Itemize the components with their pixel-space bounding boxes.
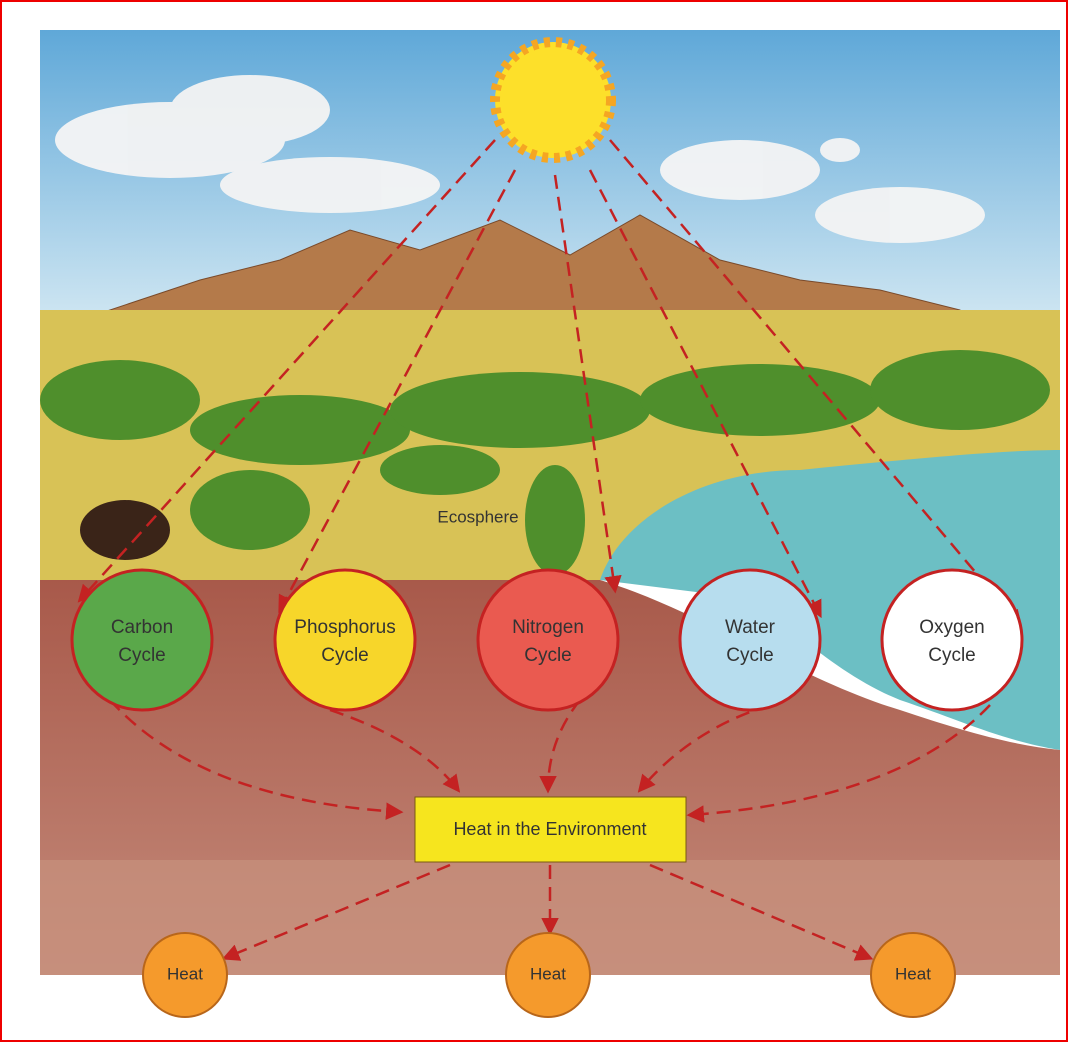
cycle-node: [72, 570, 212, 710]
ecosphere-diagram: Ecosphere Heat in the Environment Carbon…: [0, 0, 1070, 1044]
cycle-node: [478, 570, 618, 710]
cycle-label: Phosphorus: [294, 617, 395, 638]
cycle-label: Cycle: [118, 645, 166, 666]
heat-box-label: Heat in the Environment: [453, 819, 646, 839]
heat-label: Heat: [167, 964, 203, 983]
cycle-node: [882, 570, 1022, 710]
heat-label: Heat: [895, 964, 931, 983]
cycle-label: Oxygen: [919, 617, 984, 638]
ecosphere-label: Ecosphere: [437, 507, 518, 526]
cycle-node: [680, 570, 820, 710]
cycle-label: Cycle: [524, 645, 572, 666]
page: Ecosphere Heat in the Environment Carbon…: [0, 0, 1070, 1044]
cycle-label: Water: [725, 617, 776, 638]
cycle-label: Cycle: [726, 645, 774, 666]
cycle-label: Cycle: [321, 645, 369, 666]
cycle-label: Nitrogen: [512, 617, 584, 638]
cycle-node: [275, 570, 415, 710]
cycle-label: Carbon: [111, 617, 173, 638]
cycle-label: Cycle: [928, 645, 976, 666]
heat-label: Heat: [530, 964, 566, 983]
